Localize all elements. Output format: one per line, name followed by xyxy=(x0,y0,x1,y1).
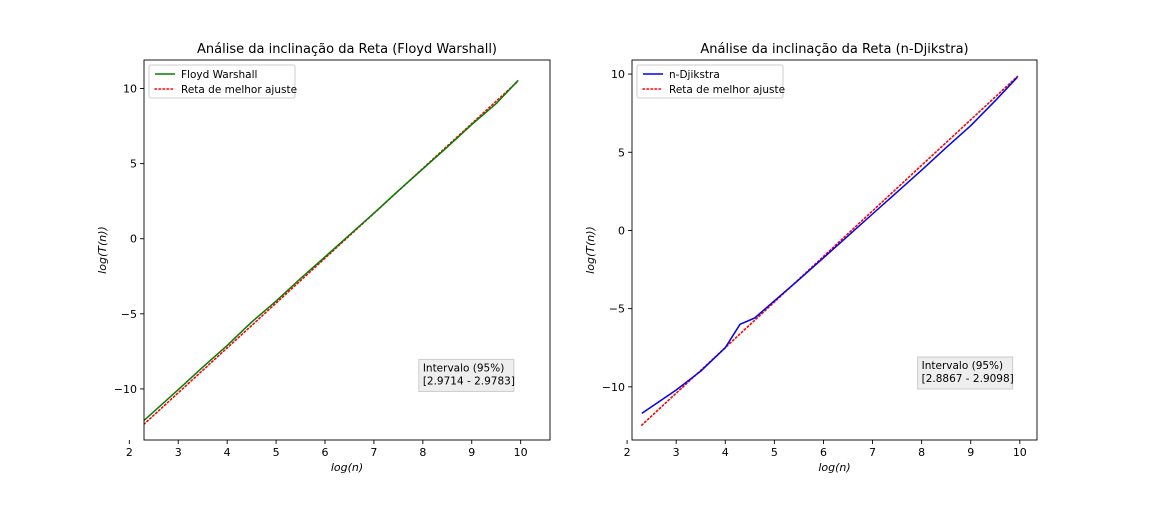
x-tick-label: 8 xyxy=(419,446,426,459)
x-tick-label: 7 xyxy=(370,446,377,459)
series-layer xyxy=(640,75,1019,426)
x-tick-label: 8 xyxy=(918,446,925,459)
y-tick-label: 0 xyxy=(618,224,625,237)
legend-box xyxy=(148,64,296,99)
series-layer xyxy=(144,79,520,426)
annotation-line-2: [2.9714 - 2.9783] xyxy=(423,375,515,387)
x-tick-label: 9 xyxy=(967,446,974,459)
y-tick-label: 5 xyxy=(130,158,137,171)
legend: n-Djikstra Reta de melhor ajuste xyxy=(636,64,785,99)
x-axis-label: log(n) xyxy=(331,461,363,474)
x-tick-label: 10 xyxy=(514,446,528,459)
fit-line xyxy=(144,80,520,426)
legend-entry: Reta de melhor ajuste xyxy=(669,84,785,96)
legend-box xyxy=(636,64,784,99)
x-tick-label: 9 xyxy=(468,446,475,459)
annotation: Intervalo (95%)[2.9714 - 2.9783] xyxy=(418,358,515,392)
y-tick-label: 5 xyxy=(618,146,625,159)
y-tick-label: 0 xyxy=(130,233,137,246)
y-tick-label: 10 xyxy=(611,68,625,81)
annotation: Intervalo (95%)[2.8867 - 2.9098] xyxy=(917,356,1014,390)
chart-panel-2: Análise da inclinação da Reta (n-Djikstr… xyxy=(584,42,1038,474)
x-tick-label: 5 xyxy=(771,446,778,459)
x-tick-label: 5 xyxy=(273,446,280,459)
x-tick-label: 2 xyxy=(624,446,631,459)
y-tick-label: 10 xyxy=(123,83,137,96)
series-line xyxy=(144,79,519,422)
chart-title: Análise da inclinação da Reta (n-Djikstr… xyxy=(700,42,968,57)
x-tick-label: 3 xyxy=(175,446,182,459)
x-tick-label: 3 xyxy=(673,446,680,459)
plot-frame xyxy=(631,59,1038,441)
y-axis-label: log(T(n)) xyxy=(96,226,109,274)
x-axis-label: log(n) xyxy=(818,461,850,474)
x-tick-label: 6 xyxy=(820,446,827,459)
legend-entry: Floyd Warshall xyxy=(181,69,257,81)
annotation-line-1: Intervalo (95%) xyxy=(423,362,505,374)
x-tick-label: 7 xyxy=(869,446,876,459)
x-tick-label: 4 xyxy=(722,446,729,459)
x-tick-label: 10 xyxy=(1013,446,1027,459)
x-tick-label: 2 xyxy=(126,446,133,459)
annotation-line-2: [2.8867 - 2.9098] xyxy=(922,373,1014,385)
series-line xyxy=(641,76,1018,415)
legend: Floyd Warshall Reta de melhor ajuste xyxy=(148,64,297,99)
annotation-box xyxy=(917,356,1014,390)
chart-title: Análise da inclinação da Reta (Floyd War… xyxy=(197,42,497,57)
y-tick-label: −10 xyxy=(602,381,625,394)
plot-frame xyxy=(143,59,551,441)
annotation-line-1: Intervalo (95%) xyxy=(922,360,1004,372)
annotation-box xyxy=(418,358,515,392)
y-tick-label: −5 xyxy=(121,308,137,321)
chart-panel-1: Análise da inclinação da Reta (Floyd War… xyxy=(96,42,551,474)
x-tick-label: 6 xyxy=(321,446,328,459)
legend-entry: n-Djikstra xyxy=(669,69,720,81)
y-axis-label: log(T(n)) xyxy=(584,226,597,274)
y-tick-label: −5 xyxy=(609,303,625,316)
legend-entry: Reta de melhor ajuste xyxy=(181,84,297,96)
y-tick-label: −10 xyxy=(114,383,137,396)
x-tick-label: 4 xyxy=(224,446,231,459)
